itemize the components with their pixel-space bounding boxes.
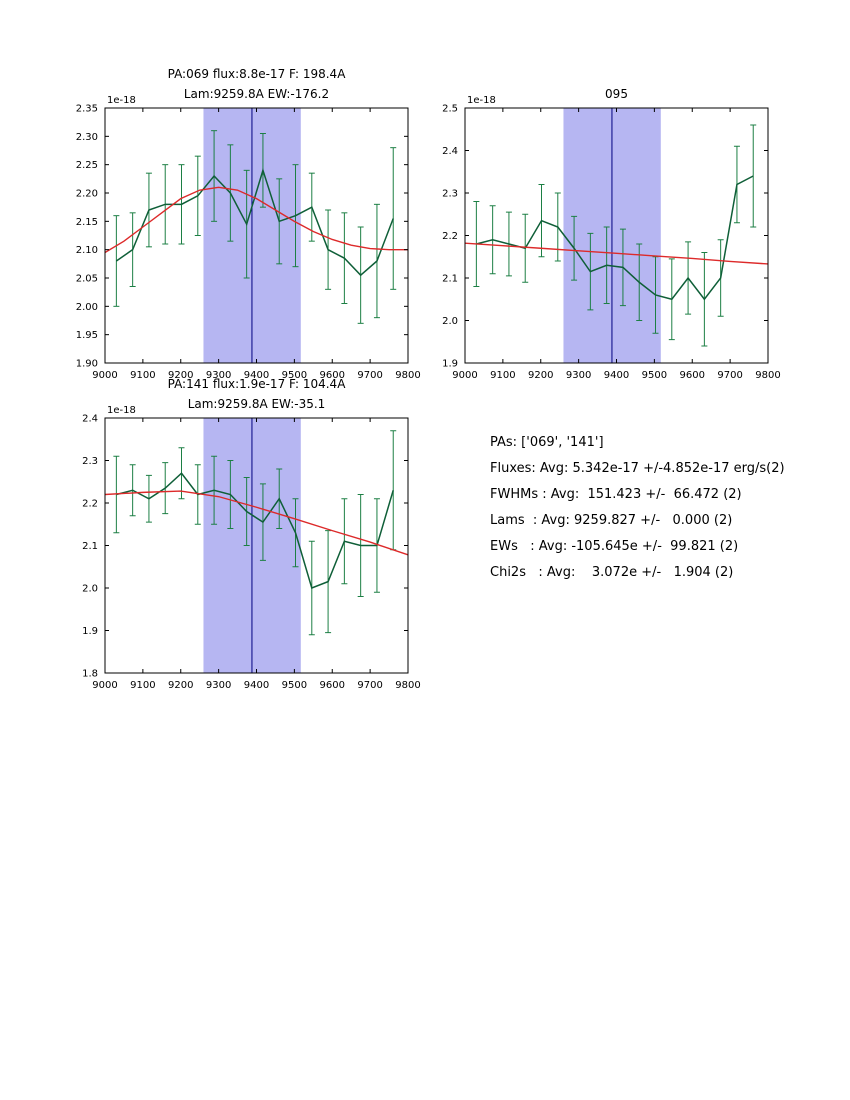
x-tick-label: 9200 bbox=[168, 680, 193, 691]
x-tick-label: 9300 bbox=[206, 370, 231, 381]
x-tick-label: 9200 bbox=[168, 370, 193, 381]
chart-pa141: 9000 9100 9200 9300 9400 9500 9600 9700 9800 1.8 1… bbox=[60, 368, 430, 704]
y-tick-label: 2.2 bbox=[82, 499, 98, 510]
y-tick-label: 2.0 bbox=[82, 584, 98, 595]
x-tick-label: 9300 bbox=[206, 680, 231, 691]
x-tick-label: 9400 bbox=[244, 370, 269, 381]
y-tick-label: 2.15 bbox=[76, 217, 98, 228]
y-axis-offset-label: 1e-18 bbox=[467, 95, 496, 106]
x-tick-label: 9000 bbox=[452, 370, 477, 381]
x-tick-label: 9000 bbox=[92, 680, 117, 691]
fit-line bbox=[104, 186, 408, 254]
y-tick-label: 2.25 bbox=[76, 160, 98, 171]
x-tick-label: 9100 bbox=[130, 680, 155, 691]
stats-line-lams: Lams : Avg: 9259.827 +/- 0.000 (2) bbox=[490, 513, 733, 528]
x-tick-label: 9800 bbox=[395, 370, 420, 381]
x-tick-label: 9700 bbox=[357, 680, 382, 691]
stats-panel: PAs: ['069', '141'] Fluxes: Avg: 5.342e-… bbox=[490, 430, 785, 586]
chart-svg: 9000 9100 9200 9300 9400 9500 9600 9700 9800 1.90… bbox=[76, 67, 421, 381]
spectrum-line bbox=[116, 472, 394, 589]
y-tick-label: 2.20 bbox=[76, 189, 98, 200]
y-axis-offset-label: 1e-18 bbox=[107, 95, 136, 106]
stats-line-chi2s: Chi2s : Avg: 3.072e +/- 1.904 (2) bbox=[490, 565, 734, 580]
y-axis-offset-label: 1e-18 bbox=[107, 405, 136, 416]
y-tick-label: 2.2 bbox=[442, 231, 458, 242]
y-tick-label: 1.9 bbox=[82, 626, 98, 637]
x-tick-label: 9000 bbox=[92, 370, 117, 381]
y-tick-label: 2.5 bbox=[442, 104, 458, 115]
stats-line-fwhms: FWHMs : Avg: 151.423 +/- 66.472 (2) bbox=[490, 487, 742, 502]
y-tick-label: 2.35 bbox=[76, 104, 98, 115]
x-tick-label: 9600 bbox=[320, 370, 345, 381]
y-tick-label: 2.1 bbox=[82, 541, 98, 552]
x-tick-label: 9700 bbox=[717, 370, 742, 381]
y-tick-label: 1.95 bbox=[76, 330, 98, 341]
y-tick-label: 2.1 bbox=[442, 274, 458, 285]
x-tick-label: 9500 bbox=[642, 370, 667, 381]
x-tick-label: 9200 bbox=[528, 370, 553, 381]
y-tick-label: 2.10 bbox=[76, 245, 98, 256]
y-tick-label: 1.90 bbox=[76, 359, 98, 370]
x-tick-label: 9500 bbox=[282, 680, 307, 691]
stats-line-pas: PAs: ['069', '141'] bbox=[490, 435, 604, 450]
x-tick-label: 9100 bbox=[130, 370, 155, 381]
y-tick-label: 1.8 bbox=[82, 669, 98, 680]
y-tick-label: 2.30 bbox=[76, 132, 98, 143]
x-tick-label: 9700 bbox=[357, 370, 382, 381]
x-tick-label: 9100 bbox=[490, 370, 515, 381]
x-tick-label: 9600 bbox=[680, 370, 705, 381]
fit-line bbox=[104, 490, 409, 556]
chart-title: Lam:9259.8A EW:-35.1 bbox=[188, 397, 326, 411]
x-tick-label: 9400 bbox=[244, 680, 269, 691]
y-tick-label: 2.0 bbox=[442, 316, 458, 327]
y-tick-label: 2.00 bbox=[76, 302, 98, 313]
y-tick-label: 1.9 bbox=[442, 359, 458, 370]
chart-title: PA:141 flux:1.9e-17 F: 104.4A bbox=[168, 377, 347, 391]
chart-pa069: 9000 9100 9200 9300 9400 9500 9600 9700 9800 1.90… bbox=[60, 58, 430, 394]
y-tick-label: 2.4 bbox=[82, 414, 98, 425]
chart-title: Lam:9259.8A EW:-176.2 bbox=[184, 87, 329, 101]
chart-095: 9000 9100 9200 9300 9400 9500 9600 9700 9800 1.9 2… bbox=[420, 58, 790, 394]
y-tick-label: 2.05 bbox=[76, 274, 98, 285]
x-tick-label: 9800 bbox=[395, 680, 420, 691]
stats-line-fluxes: Fluxes: Avg: 5.342e-17 +/-4.852e-17 erg/… bbox=[490, 461, 785, 476]
stats-line-ews: EWs : Avg: -105.645e +/- 99.821 (2) bbox=[490, 539, 739, 554]
chart-svg: 9000 9100 9200 9300 9400 9500 9600 9700 9800 1.9 2… bbox=[442, 87, 781, 381]
x-tick-label: 9800 bbox=[755, 370, 780, 381]
chart-svg: 9000 9100 9200 9300 9400 9500 9600 9700 9800 1.8 1… bbox=[82, 377, 421, 691]
x-tick-label: 9300 bbox=[566, 370, 591, 381]
y-tick-label: 2.3 bbox=[442, 189, 458, 200]
x-tick-label: 9500 bbox=[282, 370, 307, 381]
x-tick-label: 9600 bbox=[320, 680, 345, 691]
y-tick-label: 2.3 bbox=[82, 456, 98, 467]
chart-title: PA:069 flux:8.8e-17 F: 198.4A bbox=[168, 67, 347, 81]
y-tick-label: 2.4 bbox=[442, 146, 458, 157]
x-tick-label: 9400 bbox=[604, 370, 629, 381]
fit-line bbox=[464, 242, 769, 265]
chart-title: 095 bbox=[605, 87, 628, 101]
